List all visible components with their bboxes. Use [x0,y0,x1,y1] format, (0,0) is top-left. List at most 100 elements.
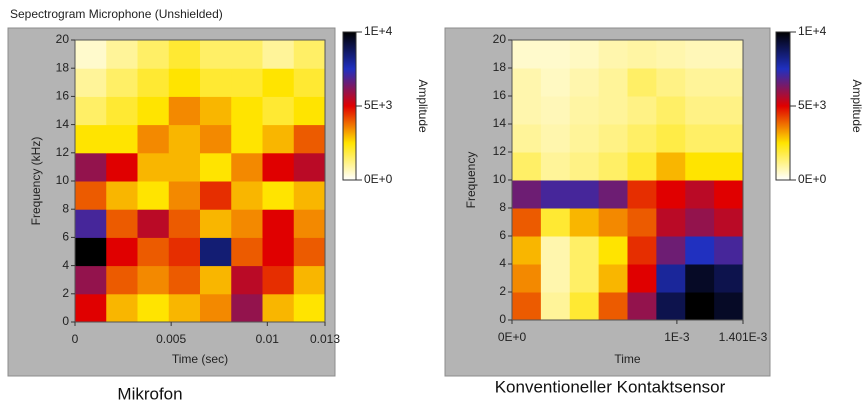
heatmap-cell [106,265,138,295]
y-tick-label: 18 [56,60,70,74]
y-tick-label: 16 [493,88,507,102]
caption: Konventioneller Kontaktsensor [495,377,726,396]
heatmap-cell [200,265,232,295]
x-axis-title: Time (sec) [172,352,228,366]
heatmap-cell [512,40,542,69]
y-tick-label: 8 [499,200,506,214]
heatmap-cell [137,293,170,323]
heatmap-cell [540,152,571,181]
heatmap-cell [627,292,657,321]
heatmap-cell [137,40,170,69]
y-tick-label: 12 [493,144,507,158]
x-tick-label: 0.013 [310,332,340,346]
heatmap-cell [168,68,201,97]
heatmap-cell [200,96,232,126]
y-tick-label: 20 [56,32,70,46]
caption: Mikrofon [117,384,182,403]
heatmap-cell [569,264,600,293]
heatmap-cell [512,68,542,97]
heatmap-cell [75,265,107,295]
heatmap-cell [512,124,542,153]
heatmap-cell [137,181,170,210]
heatmap-cell [75,40,107,69]
heatmap-cell [231,124,263,154]
y-tick-label: 12 [56,145,70,159]
heatmap-cell [627,264,657,293]
heatmap-cell [627,236,657,265]
heatmap-cell [168,237,201,267]
heatmap-cell [106,96,138,126]
heatmap-cell [75,96,107,126]
heatmap-cell [656,96,686,125]
heatmap-cell [293,152,326,182]
heatmap-cell [262,96,295,126]
heatmap-cell [262,265,295,295]
heatmap-cell [714,40,744,69]
heatmap-cell [200,40,232,69]
heatmap-cell [168,265,201,295]
heatmap-cell [656,124,686,153]
heatmap-cell [262,40,295,69]
heatmap-cell [540,40,571,69]
heatmap-cell [106,152,138,182]
heatmap-cell [231,209,263,238]
heatmap-cell [293,293,326,323]
colorbar-tick-label: 5E+3 [798,98,827,112]
heatmap-cell [540,68,571,97]
heatmap-cell [627,96,657,125]
heatmap-cell [75,181,107,210]
y-tick-label: 6 [62,230,69,244]
colorbar-tick-label: 5E+3 [364,98,393,112]
y-tick-label: 14 [493,116,507,130]
y-tick-label: 6 [499,228,506,242]
heatmap-cell [262,293,295,323]
heatmap-cell [685,180,715,209]
y-tick-label: 0 [499,312,506,326]
heatmap-cell [598,40,628,69]
heatmap-cell [168,181,201,210]
heatmap-cell [714,96,744,125]
heatmap-cell [569,180,600,209]
heatmap-cell [598,180,628,209]
heatmap-cell [512,236,542,265]
heatmap-cell [512,152,542,181]
heatmap-cell [512,264,542,293]
heatmap-cell [137,265,170,295]
heatmap-cell [231,181,263,210]
colorbar-title: Amplitude [850,79,864,133]
y-axis-title: Frequency (kHz) [29,137,43,226]
heatmap-cell [540,180,571,209]
heatmap-cell [293,237,326,267]
heatmap-cell [569,236,600,265]
heatmap-cell [75,293,107,323]
heatmap-cell [137,124,170,154]
y-tick-label: 10 [493,172,507,186]
heatmap-cell [168,152,201,182]
heatmap-cell [627,208,657,237]
heatmap-cell [106,68,138,97]
heatmap-cell [598,292,628,321]
heatmap-cell [512,96,542,125]
y-tick-label: 10 [56,173,70,187]
heatmap-cell [540,96,571,125]
heatmap-cell [293,181,326,210]
heatmap-cell [685,208,715,237]
heatmap-cell [512,208,542,237]
heatmap-cell [598,152,628,181]
y-tick-label: 20 [493,32,507,46]
heatmap-cell [75,209,107,238]
y-tick-label: 4 [62,258,69,272]
heatmap-cell [200,237,232,267]
heatmap-cell [685,96,715,125]
heatmap-cell [540,292,571,321]
heatmap-cell [656,180,686,209]
heatmap-cell [598,264,628,293]
heatmap-cell [231,293,263,323]
heatmap-cell [598,124,628,153]
heatmap-cell [262,237,295,267]
y-tick-label: 14 [56,117,70,131]
heatmap-cell [293,209,326,238]
heatmap-cell [231,96,263,126]
heatmap-cell [293,40,326,69]
heatmap-cell [262,181,295,210]
